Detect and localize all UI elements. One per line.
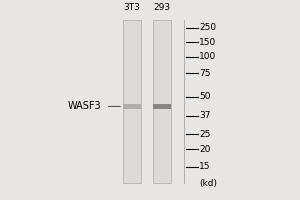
Text: 100: 100 bbox=[199, 52, 216, 61]
Text: 25: 25 bbox=[199, 130, 210, 139]
Text: 50: 50 bbox=[199, 92, 211, 101]
Bar bbox=[153, 104, 171, 109]
Text: 20: 20 bbox=[199, 145, 210, 154]
Bar bbox=[123, 20, 141, 183]
Bar bbox=[123, 104, 141, 109]
Text: 3T3: 3T3 bbox=[124, 3, 141, 12]
Text: 75: 75 bbox=[199, 69, 211, 78]
Bar bbox=[153, 20, 171, 183]
Text: 293: 293 bbox=[153, 3, 170, 12]
Text: WASF3: WASF3 bbox=[68, 101, 101, 111]
Text: 15: 15 bbox=[199, 162, 211, 171]
Text: 250: 250 bbox=[199, 23, 216, 32]
Text: 150: 150 bbox=[199, 38, 216, 47]
Text: (kd): (kd) bbox=[199, 179, 217, 188]
Text: 37: 37 bbox=[199, 111, 211, 120]
